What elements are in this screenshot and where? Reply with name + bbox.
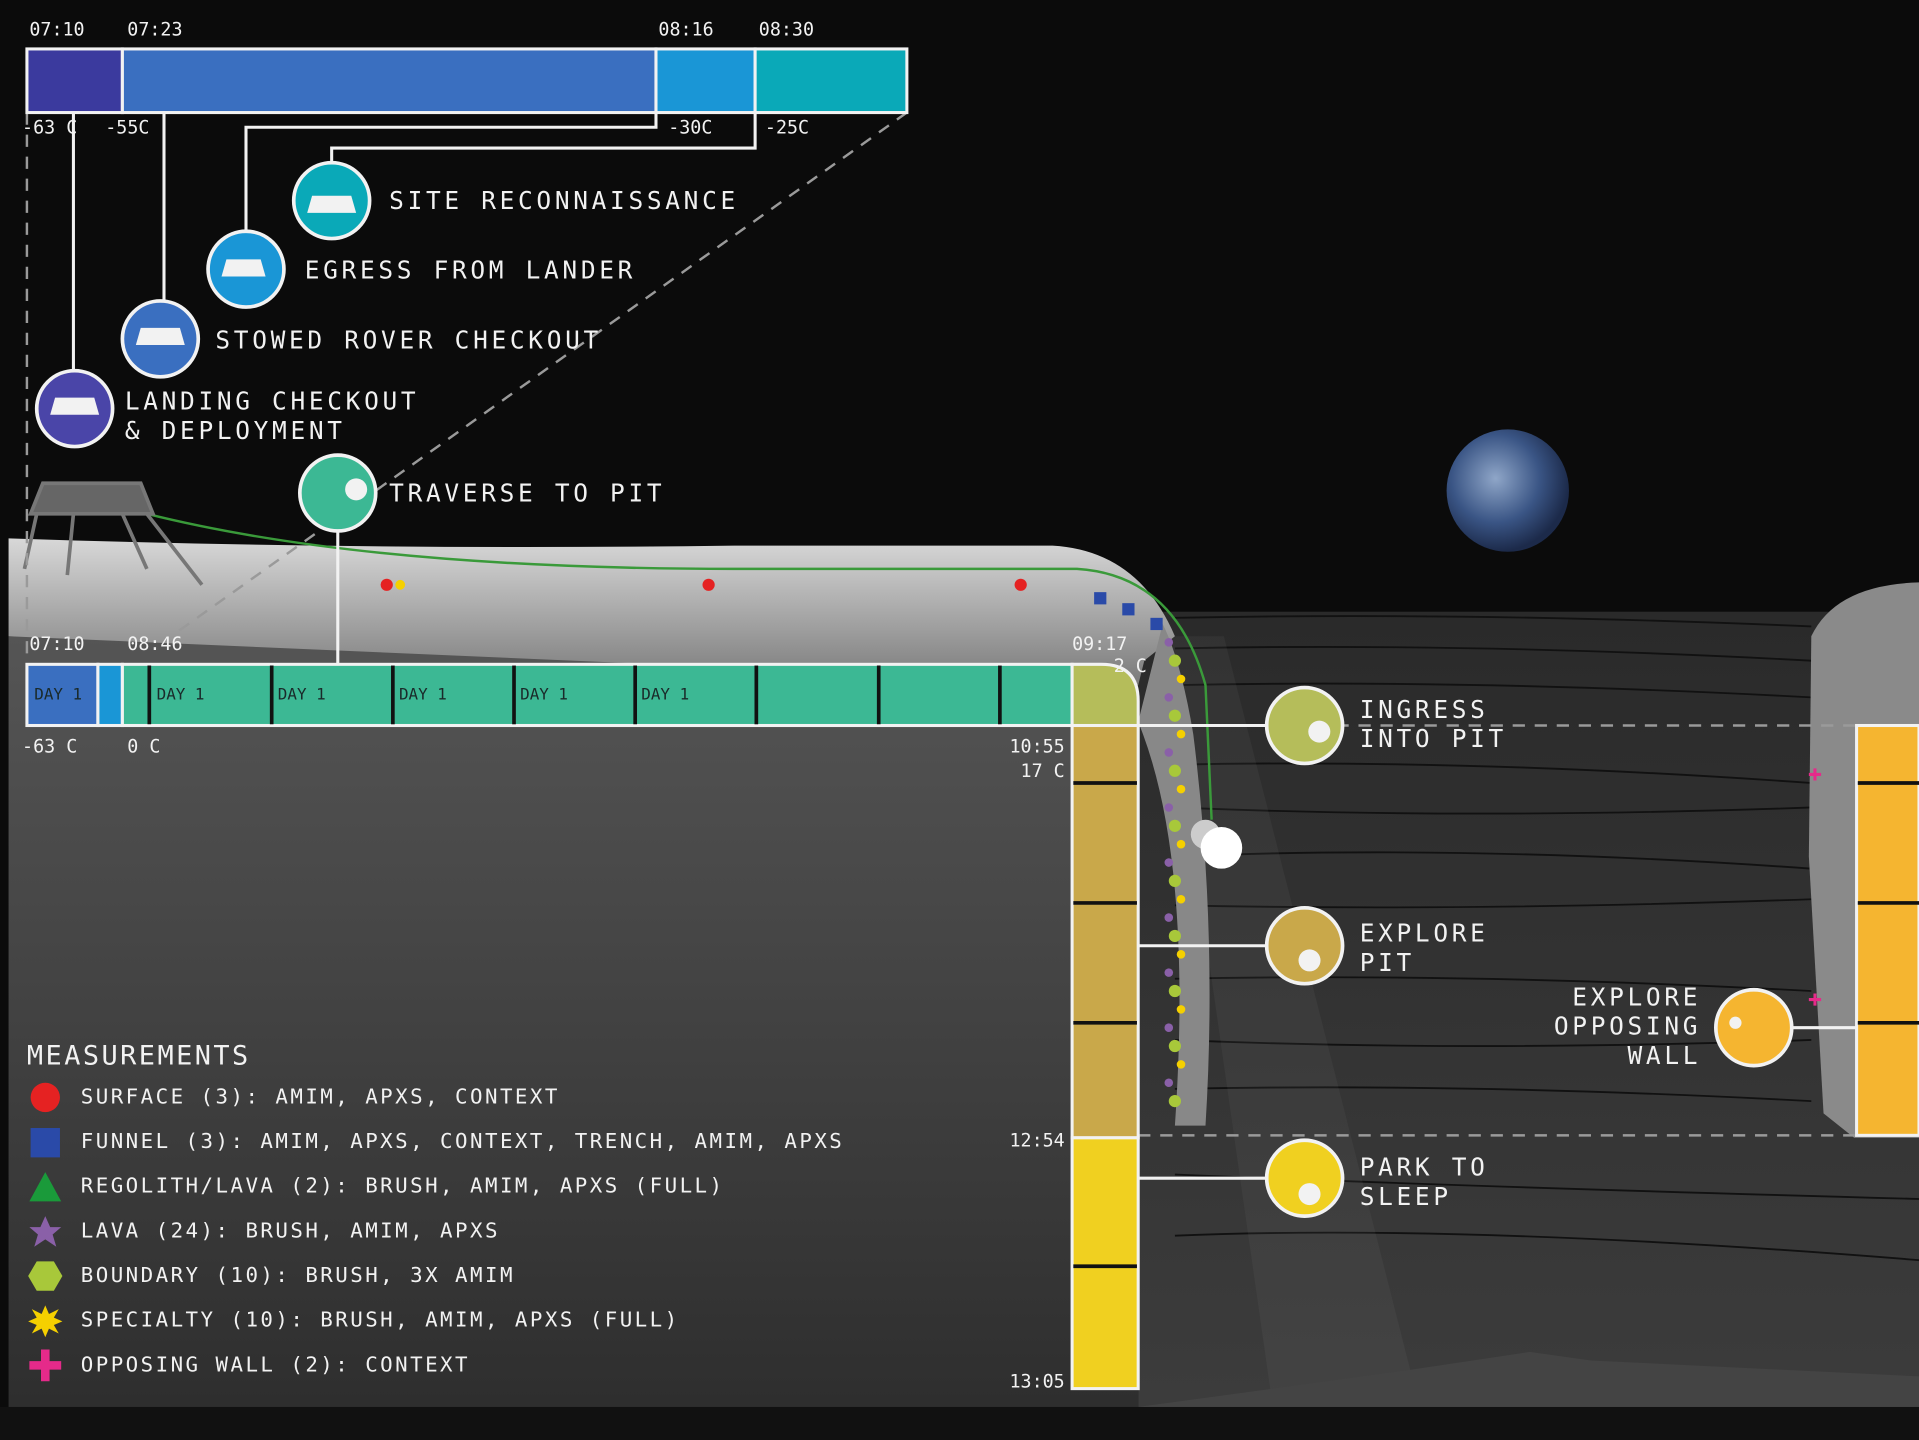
activity-label: SITE RECONNAISSANCE [389,186,739,215]
legend-item: REGOLITH/LAVA (2): BRUSH, AMIM, APXS (FU… [81,1174,725,1198]
time-label: 07:10 [29,634,84,655]
stage-label: EXPLORE [1360,919,1489,948]
activity-label: STOWED ROVER CHECKOUT [215,325,602,354]
stage-label: EXPLORE [1572,982,1701,1011]
time-label: 07:23 [127,20,182,41]
wall-marker [1169,655,1181,667]
stage-label: INGRESS [1360,695,1489,724]
legend-item: SURFACE (3): AMIM, APXS, CONTEXT [81,1084,560,1108]
temperature-label: 2 C [1114,656,1147,677]
day-label: DAY 1 [641,684,689,703]
stage-label: PARK TO [1360,1152,1489,1181]
wall-marker [1177,785,1186,794]
stage-label: INTO PIT [1360,724,1507,753]
temperature-label: -25C [765,117,809,138]
stage-label: WALL [1628,1041,1702,1070]
temperature-label: 17 C [1021,761,1065,782]
activity-label: & DEPLOYMENT [125,416,346,445]
wall-marker [1169,765,1181,777]
wall-marker [1164,693,1173,702]
time-label: 07:10 [29,20,84,41]
wall-marker [1169,985,1181,997]
day-label: DAY 1 [34,684,82,703]
wall-marker [1177,675,1186,684]
wall-marker [1164,968,1173,977]
day-label: DAY 1 [520,684,568,703]
page: {"top_timeline": {"times": ["07:10", "07… [0,0,1919,1440]
day-label: DAY 1 [278,684,326,703]
wall-marker [1177,840,1186,849]
temperature-label: -63 C [22,737,77,758]
wall-marker [1169,1040,1181,1052]
temperature-label: -55C [105,117,149,138]
wall-marker [1177,730,1186,739]
time-label: 12:54 [1010,1130,1065,1151]
wall-marker [1164,1023,1173,1032]
temperature-label: 0 C [127,737,160,758]
stage-label: SLEEP [1360,1182,1452,1211]
wall-marker [1169,875,1181,887]
wall-marker [1164,858,1173,867]
stage-label: OPPOSING [1554,1012,1701,1041]
wall-marker [1164,803,1173,812]
time-label: 09:17 [1072,634,1127,655]
wall-marker [1169,710,1181,722]
day-label: DAY 1 [157,684,205,703]
wall-marker [1164,913,1173,922]
stage-label: PIT [1360,948,1415,977]
wall-marker [1169,930,1181,942]
legend-item: SPECIALTY (10): BRUSH, AMIM, APXS (FULL) [81,1308,680,1332]
activity-label: LANDING CHECKOUT [125,387,420,416]
time-label: 08:46 [127,634,182,655]
wall-marker [1169,1095,1181,1107]
wall-marker [1177,895,1186,904]
legend-item: BOUNDARY (10): BRUSH, 3X AMIM [81,1263,515,1287]
legend-title: MEASUREMENTS [27,1041,251,1072]
temperature-label: -63 C [22,117,77,138]
legend-item: FUNNEL (3): AMIM, APXS, CONTEXT, TRENCH,… [81,1129,845,1153]
wall-marker [1164,1078,1173,1087]
timeline-panel [9,636,1139,1407]
wall-marker [1177,1060,1186,1069]
time-label: 08:16 [658,20,713,41]
infographic: 07:10 07:23 08:16 08:30 -63 C -55C -30C -25C SIT… [0,0,1919,1440]
bottom-strip [0,1407,1919,1440]
earth [1447,429,1569,551]
time-label: 10:55 [1010,737,1065,758]
wall-marker [1169,820,1181,832]
day-label: DAY 1 [399,684,447,703]
wall-marker [1164,748,1173,757]
activity-label: TRAVERSE TO PIT [389,478,665,507]
temperature-label: -30C [668,117,712,138]
activity-label: EGRESS FROM LANDER [305,256,636,285]
wall-marker [1177,950,1186,959]
top-timeline-bar [27,49,907,113]
time-label: 13:05 [1010,1371,1065,1392]
rover [1201,827,1243,869]
wall-marker [1177,1005,1186,1014]
time-label: 08:30 [759,20,814,41]
wall-marker [1164,638,1173,647]
legend-item: LAVA (24): BRUSH, AMIM, APXS [81,1218,500,1242]
legend-item: OPPOSING WALL (2): CONTEXT [81,1352,470,1376]
